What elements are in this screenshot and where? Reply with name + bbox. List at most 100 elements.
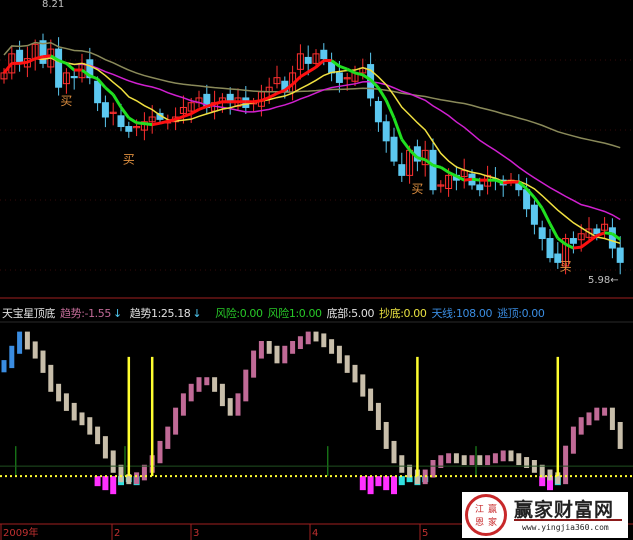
oscillator-bar: [71, 402, 77, 421]
oscillator-bar: [563, 445, 569, 485]
oscillator-bar: [274, 345, 280, 364]
candle-up: [437, 184, 445, 187]
below-bar-magenta: [359, 476, 366, 491]
oscillator-bar: [617, 421, 623, 449]
oscillator-bar: [602, 407, 608, 416]
oscillator-bar: [570, 426, 576, 454]
ma5-segment: [136, 121, 145, 126]
oscillator-bar: [344, 355, 350, 373]
candle-down: [125, 126, 133, 132]
ma5-segment: [89, 74, 99, 81]
below-bar-magenta: [383, 476, 390, 491]
oscillator-bar: [360, 374, 366, 397]
below-bar-magenta: [367, 476, 374, 495]
ma5-segment: [417, 156, 426, 162]
brand-url: www.yingjia360.com: [522, 523, 609, 532]
oscillator-bar: [118, 464, 124, 483]
ma5-segment: [111, 93, 123, 109]
watermark-logo: 江 赢 恩 家 赢家财富网 www.yingjia360.com: [462, 492, 628, 538]
oscillator-bar: [407, 464, 413, 478]
oscillator-bar: [173, 407, 179, 435]
ma5-segment: [19, 60, 28, 65]
oscillator-bar: [477, 455, 483, 466]
oscillator-bar: [485, 455, 491, 466]
oscillator-bar: [336, 345, 342, 364]
ma5-segment: [377, 86, 388, 102]
candle-up: [273, 77, 281, 85]
axis-label: 4: [312, 528, 318, 539]
candle-down: [320, 49, 328, 60]
candles: [0, 33, 624, 275]
ma5-segment: [384, 99, 396, 119]
seal-char: 家: [487, 518, 497, 528]
oscillator-bar: [391, 440, 397, 464]
oscillator-bar: [305, 331, 311, 345]
ma5-segment: [604, 231, 613, 236]
candle-up: [133, 126, 141, 129]
ma5-segment: [214, 100, 223, 106]
oscillator-bar: [399, 455, 405, 473]
ma5-segment: [424, 158, 434, 167]
candle-up: [312, 53, 320, 64]
axis-label: 5: [422, 528, 428, 539]
candle-up: [187, 102, 195, 112]
oscillator-bar: [492, 453, 498, 464]
oscillator-bar: [48, 364, 54, 392]
brand-divider: [514, 519, 622, 521]
ma5-segment: [611, 232, 622, 241]
oscillator-bar: [219, 383, 225, 407]
ma5-segment: [128, 116, 138, 124]
oscillator-bar: [24, 331, 30, 350]
oscillator-bar: [329, 339, 335, 354]
oscillator-bar: [235, 393, 241, 416]
ma5-segment: [34, 55, 44, 61]
ma5-segment: [525, 187, 536, 199]
ma5-segment: [564, 242, 575, 250]
candle-down: [530, 204, 538, 225]
below-bar-magenta: [539, 476, 546, 487]
buy-mark: 买: [123, 152, 135, 166]
below-bar-magenta: [391, 476, 397, 495]
candle-down: [382, 121, 390, 142]
candle-down: [304, 56, 312, 64]
candle-up: [601, 223, 609, 231]
oscillator-bar: [352, 364, 358, 383]
oscillator-bar: [453, 453, 459, 464]
oscillator-bar: [188, 383, 194, 402]
oscillator-bar: [266, 341, 272, 354]
oscillator-bar: [63, 393, 69, 411]
oscillator-bar: [578, 417, 584, 435]
ma5-segment: [2, 62, 13, 74]
ma5-segment: [253, 99, 262, 104]
below-bar-magenta: [375, 476, 382, 487]
oscillator-bar: [40, 350, 46, 373]
candle-down: [39, 40, 47, 64]
oscillator-bar: [321, 333, 327, 348]
candle-down: [569, 238, 577, 244]
ma5-segment: [96, 77, 107, 89]
ma5-segment: [175, 115, 184, 121]
oscillator-bar: [414, 469, 420, 485]
ma5-segment: [65, 62, 76, 72]
ma5-segment: [471, 177, 480, 182]
oscillator-bar: [539, 464, 545, 478]
price-low-label: 5.98: [588, 275, 610, 286]
candle-up: [109, 111, 117, 114]
oscillator-bar: [586, 412, 592, 426]
ma5-segment: [206, 102, 216, 108]
candle-down: [390, 136, 398, 162]
oscillator-bar: [609, 407, 615, 430]
candle-down: [117, 115, 125, 128]
candle-up: [585, 228, 593, 238]
oscillator-bar: [313, 331, 319, 342]
ma5-segment: [573, 245, 582, 250]
candle-up: [577, 233, 585, 241]
oscillator-bar: [134, 472, 140, 485]
below-bar-magenta: [547, 476, 553, 491]
ma5-segment: [338, 64, 348, 71]
oscillator-bar: [290, 341, 296, 354]
price-low-label-group: 5.98←: [588, 275, 619, 286]
ma5-segment: [144, 122, 153, 127]
ma5-segment: [556, 237, 567, 246]
